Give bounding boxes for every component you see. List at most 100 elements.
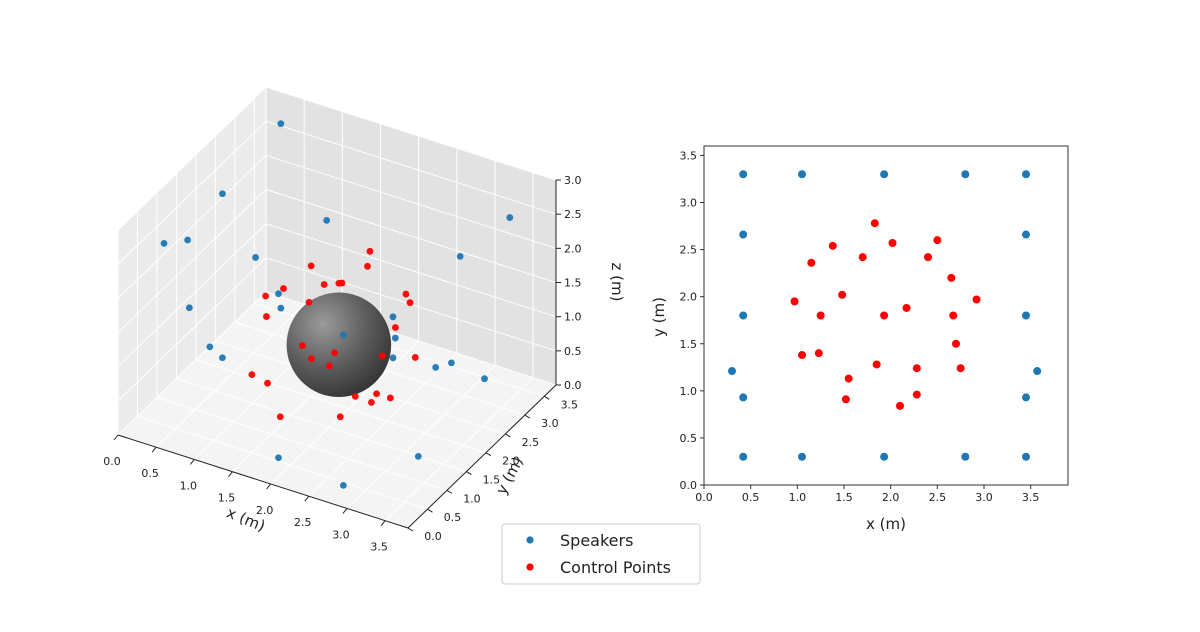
speaker-point: [1022, 452, 1030, 461]
y3d-tick-label: 0.5: [444, 511, 462, 524]
x-tick-label: 1.0: [789, 491, 807, 504]
control-point-3d: [368, 398, 375, 406]
speaker-point-3d: [252, 254, 259, 261]
x3d-tick-label: 0.0: [103, 455, 121, 468]
control-point-3d: [262, 292, 270, 300]
legend-marker-control: [526, 563, 534, 571]
x-tick-label: 2.5: [929, 491, 947, 504]
control-point-3d: [364, 262, 371, 270]
x3d-tick-label: 0.5: [141, 467, 159, 480]
control-point: [912, 364, 921, 373]
grid-line: [117, 154, 267, 299]
speaker-point-3d: [277, 120, 285, 128]
y3d-tick: [524, 414, 531, 419]
z3d-tick-label: 0.0: [564, 379, 582, 392]
y3d-tick-label: 3.5: [561, 398, 579, 411]
legend-label-control: Control Points: [560, 558, 671, 577]
x3d-tick-label: 3.0: [332, 528, 350, 541]
y-axis-line: [407, 384, 557, 529]
control-point-3d: [379, 352, 386, 360]
control-point: [902, 303, 911, 312]
control-point: [949, 311, 958, 320]
z3d-tick-label: 2.0: [564, 242, 582, 255]
y-tick-label: 1.5: [680, 338, 698, 351]
x-tick-label: 2.0: [882, 491, 900, 504]
sphere: [286, 292, 392, 398]
speaker-point: [1022, 230, 1030, 239]
grid-line: [117, 291, 267, 436]
x3d-tick: [304, 495, 310, 502]
x3d-tick-label: 1.0: [180, 479, 198, 492]
speaker-point-3d: [339, 331, 347, 339]
control-point-3d: [280, 285, 287, 292]
control-point: [888, 238, 897, 247]
speaker-point: [739, 170, 748, 179]
control-point: [896, 401, 904, 410]
grid-line: [156, 396, 448, 491]
grid-line: [265, 223, 557, 318]
speaker-point-3d: [275, 454, 282, 462]
grid-line: [265, 120, 557, 215]
speaker-point: [1022, 393, 1030, 402]
y3d-tick: [466, 471, 472, 475]
control-point-3d: [402, 290, 410, 298]
control-point: [872, 360, 881, 369]
grid-line: [265, 154, 557, 249]
control-point-3d: [331, 349, 339, 357]
speaker-point-3d: [432, 363, 440, 371]
control-point-3d: [386, 394, 394, 402]
control-point: [790, 297, 799, 306]
control-point-3d: [307, 355, 315, 363]
speaker-point-3d: [275, 290, 282, 298]
control-point: [816, 311, 825, 320]
speaker-point-3d: [456, 252, 464, 260]
speaker-point-3d: [277, 304, 285, 312]
speaker-point-3d: [481, 375, 488, 383]
grid-line: [117, 223, 267, 368]
control-point: [838, 290, 847, 299]
x3d-tick: [342, 508, 348, 514]
y-tick-label: 1.0: [680, 385, 698, 398]
control-point-3d: [406, 299, 414, 307]
y3d-tick-label: 1.5: [483, 474, 501, 487]
control-point: [912, 390, 921, 399]
y3d-tick-label: 0.0: [424, 530, 442, 543]
control-point: [798, 351, 806, 360]
speaker-point-3d: [389, 354, 397, 362]
y3d-tick: [446, 489, 453, 494]
grid-line: [308, 352, 458, 497]
grid-line: [346, 365, 496, 509]
legend-marker-speakers: [526, 536, 534, 544]
y3d-tick-label: 3.0: [541, 417, 559, 430]
speaker-point: [961, 452, 970, 461]
y-tick-label: 2.5: [680, 244, 698, 257]
speaker-point-3d: [506, 214, 514, 221]
control-point: [924, 253, 932, 262]
control-point-3d: [305, 298, 313, 306]
floor-pane: [118, 292, 556, 528]
speaker-point: [1022, 170, 1030, 179]
z3d-tick-label: 1.0: [564, 311, 582, 324]
control-point: [841, 395, 850, 404]
control-point-3d: [299, 342, 306, 350]
control-point-3d: [392, 324, 399, 331]
z3d-tick-label: 0.5: [564, 345, 582, 358]
speaker-point: [739, 393, 748, 402]
speaker-point-3d: [414, 452, 422, 460]
y-tick-label: 0.0: [680, 479, 698, 492]
z3d-tick-label: 1.5: [564, 277, 582, 290]
y-tick-label: 2.0: [680, 291, 698, 304]
chart3d-zlabel: z (m): [608, 263, 626, 302]
control-point-3d: [276, 413, 284, 421]
speaker-point: [880, 452, 889, 461]
speaker-point: [961, 170, 970, 179]
x-axis-line: [117, 434, 409, 529]
grid-line: [117, 189, 267, 333]
control-point: [972, 295, 981, 304]
control-point: [956, 364, 965, 373]
x-tick-label: 0.5: [742, 491, 760, 504]
